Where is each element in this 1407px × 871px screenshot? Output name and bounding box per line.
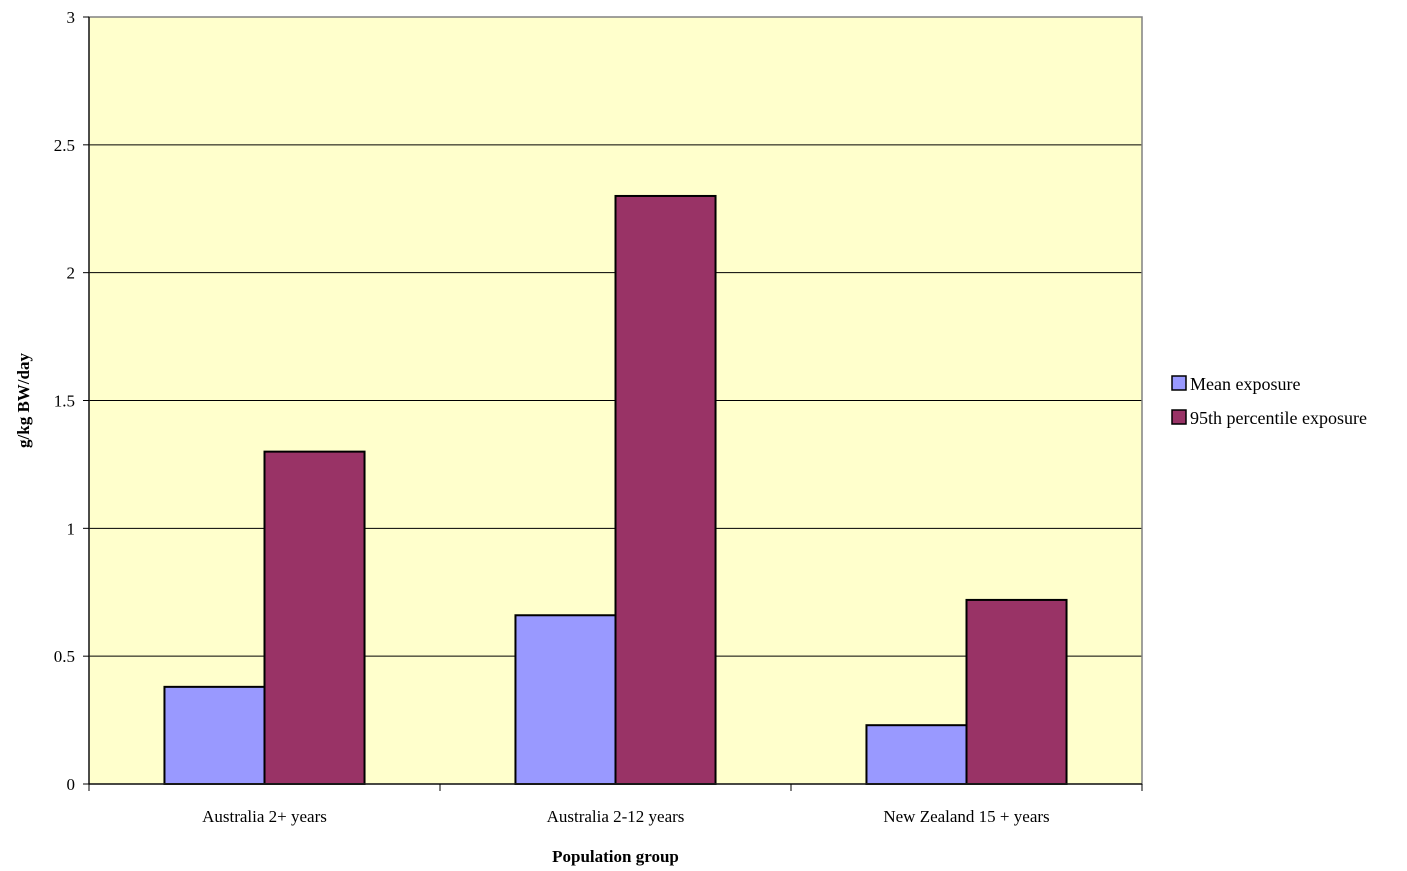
legend-swatch — [1171, 375, 1187, 391]
bar-mean-1 — [163, 685, 266, 786]
bars — [163, 194, 1068, 786]
bar-mean-2 — [514, 614, 617, 786]
legend-label: Mean exposure — [1190, 374, 1300, 394]
x-tick-labels: Australia 2+ years Australia 2-12 years Ne… — [202, 807, 1050, 826]
x-axis-title: Population group — [552, 847, 679, 866]
x-tick-label: New Zealand 15 + years — [883, 807, 1049, 826]
x-tick-label: Australia 2-12 years — [547, 807, 685, 826]
y-tick-label: 1 — [67, 519, 76, 538]
legend-swatch — [1171, 409, 1187, 425]
y-tick-label: 1.5 — [54, 392, 75, 411]
y-tick-label: 3 — [67, 8, 76, 27]
y-tick-label: 0 — [67, 775, 76, 794]
y-tick-labels: 0 0.5 1 1.5 2 2.5 3 — [54, 8, 75, 794]
y-tick-label: 2.5 — [54, 136, 75, 155]
legend-label: 95th percentile exposure — [1190, 408, 1367, 428]
bar-p95-1 — [263, 450, 366, 785]
bar-p95-3 — [965, 598, 1068, 785]
bar-mean-3 — [865, 724, 968, 785]
axes — [83, 16, 1143, 791]
x-tick-label: Australia 2+ years — [202, 807, 327, 826]
legend: Mean exposure 95th percentile exposure — [1171, 374, 1367, 428]
y-axis-title: g/kg BW/day — [14, 353, 33, 448]
bar-p95-2 — [614, 194, 717, 785]
y-tick-label: 0.5 — [54, 647, 75, 666]
y-tick-label: 2 — [67, 264, 76, 283]
